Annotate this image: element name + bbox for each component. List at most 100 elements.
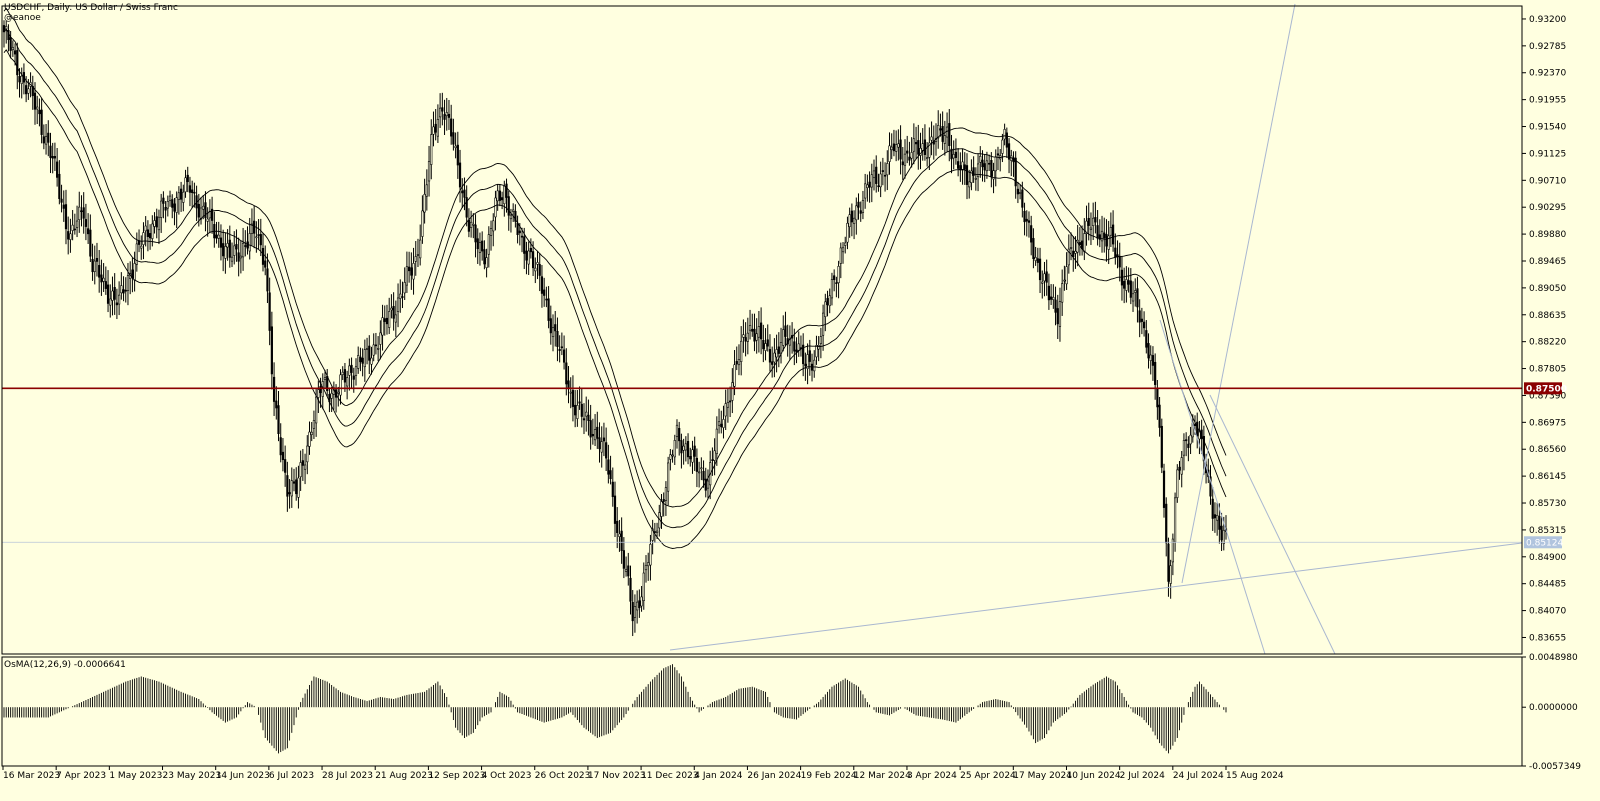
candle-body: [1065, 266, 1068, 285]
candle-body: [952, 154, 955, 159]
candle-body: [277, 405, 280, 434]
candle-body: [633, 606, 637, 618]
candle-body: [350, 364, 353, 373]
candle-body: [301, 460, 304, 466]
x-tick-label: 21 Aug 2023: [375, 771, 433, 781]
candle-body: [571, 390, 575, 407]
candle-body: [98, 265, 101, 278]
candle-body: [445, 112, 448, 117]
y-tick-label: 0.91540: [1529, 123, 1566, 133]
candle-body: [69, 233, 72, 240]
candle-body: [1027, 220, 1031, 223]
candle-body: [343, 369, 347, 383]
candle-body: [733, 364, 736, 387]
candle-body: [1025, 218, 1028, 222]
x-tick-label: 7 Apr 2023: [56, 771, 106, 781]
candle-body: [166, 201, 169, 209]
candle-body: [981, 159, 984, 168]
candle-body: [1136, 288, 1139, 308]
y-tick-label: 0.92370: [1529, 69, 1566, 79]
x-tick-label: 28 Jul 2023: [322, 771, 373, 781]
candle-body: [819, 336, 822, 344]
candle-body: [153, 220, 156, 227]
candle-body: [1220, 525, 1223, 541]
candle-body: [985, 160, 989, 172]
candle-body: [160, 200, 163, 218]
candle-body: [319, 386, 322, 394]
candle-body: [921, 143, 924, 151]
candle-body: [381, 317, 384, 336]
candle-body: [605, 442, 608, 459]
candle-body: [895, 144, 898, 152]
candle-body: [540, 276, 544, 294]
candle-body: [1085, 220, 1088, 234]
candle-body: [250, 223, 254, 234]
candle-body: [616, 520, 619, 534]
candle-body: [901, 161, 904, 166]
candle-body: [1063, 279, 1066, 282]
candle-body: [151, 223, 154, 239]
candle-body: [18, 76, 21, 83]
candle-body: [846, 222, 849, 243]
candle-body: [554, 324, 557, 332]
y-tick-label: 0.83655: [1529, 633, 1566, 643]
candle-body: [257, 234, 260, 236]
candle-body: [1134, 290, 1137, 293]
candle-body: [1123, 280, 1126, 289]
candle-body: [669, 454, 672, 460]
candle-body: [888, 145, 891, 162]
candle-body: [857, 201, 860, 208]
candle-body: [410, 267, 413, 276]
candle-body: [837, 265, 840, 284]
candle-body: [910, 152, 913, 159]
candle-body: [961, 161, 964, 171]
candle-body: [1147, 343, 1150, 359]
candle-body: [782, 329, 785, 346]
candle-body: [210, 208, 214, 221]
candle-body: [868, 181, 871, 188]
candle-body: [374, 344, 378, 347]
candle-body: [1129, 280, 1132, 298]
candle-body: [149, 233, 152, 239]
candle-body: [883, 174, 887, 177]
candle-body: [500, 197, 504, 201]
candle-body: [693, 445, 696, 457]
candle-body: [629, 577, 632, 602]
candle-body: [675, 424, 679, 437]
candle-body: [467, 219, 470, 232]
candle-body: [1171, 538, 1174, 563]
candle-body: [354, 366, 358, 376]
candle-body: [414, 256, 417, 262]
candle-body: [711, 459, 714, 461]
candle-body: [607, 459, 610, 475]
candle-body: [124, 289, 127, 292]
candle-body: [903, 153, 907, 166]
candle-body: [939, 128, 942, 131]
candle-body: [1030, 225, 1033, 243]
candle-body: [1145, 330, 1148, 348]
candle-body: [193, 191, 196, 194]
candle-body: [877, 185, 880, 188]
candle-body: [93, 260, 96, 272]
candle-body: [664, 487, 668, 501]
candle-body: [520, 235, 524, 238]
candle-body: [483, 249, 486, 265]
candle-body: [425, 184, 428, 197]
candle-body: [930, 136, 933, 141]
candle-body: [974, 177, 977, 180]
x-tick-label: 26 Oct 2023: [535, 771, 591, 781]
candle-body: [106, 284, 110, 304]
candle-body: [1001, 139, 1004, 154]
y-tick-label: 0.89465: [1529, 257, 1566, 267]
candle-body: [700, 467, 703, 470]
candle-body: [310, 431, 313, 435]
candle-body: [1138, 310, 1141, 323]
candle-body: [1111, 224, 1115, 245]
candle-body: [1154, 361, 1157, 385]
candle-body: [1019, 192, 1022, 194]
candle-body: [598, 437, 601, 450]
candle-body: [859, 210, 862, 214]
candle-body: [286, 475, 289, 497]
candle-body: [1178, 466, 1181, 471]
